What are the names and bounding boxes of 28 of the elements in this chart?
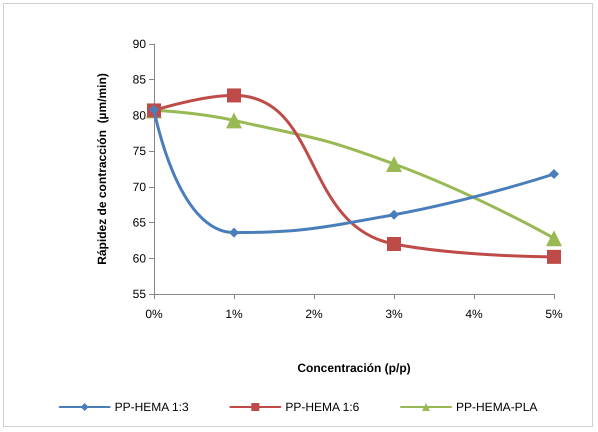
point	[547, 250, 561, 264]
point	[546, 230, 562, 246]
y-axis-title: Rápidez de contracción (µm/min)	[95, 73, 109, 265]
legend-label: PP-HEMA 1:6	[285, 400, 360, 414]
point	[387, 237, 401, 251]
point	[549, 169, 559, 179]
x-tick-label: 5%	[545, 307, 563, 321]
y-tick-label: 75	[132, 144, 146, 158]
x-tick-label: 4%	[465, 307, 483, 321]
point	[229, 228, 239, 238]
y-tick-label: 85	[132, 72, 146, 87]
y-tick-label: 90	[132, 37, 146, 51]
y-tick-label: 55	[132, 287, 146, 301]
legend-label: PP-HEMA-PLA	[456, 400, 538, 414]
y-tick-label: 60	[132, 251, 146, 266]
x-tick-label: 1%	[225, 307, 243, 321]
point	[226, 112, 242, 128]
point	[227, 88, 241, 102]
y-tick-label: 70	[132, 180, 146, 194]
point	[386, 156, 402, 172]
y-tick-label: 80	[132, 108, 146, 122]
legend-label: PP-HEMA 1:3	[114, 400, 189, 414]
y-tick-label: 65	[132, 216, 146, 230]
x-tick-label: 3%	[385, 307, 403, 321]
point	[389, 210, 399, 220]
x-axis-title: Concentración (p/p)	[297, 361, 411, 375]
x-tick-label: 0%	[145, 307, 163, 321]
x-tick-label: 2%	[305, 307, 323, 321]
